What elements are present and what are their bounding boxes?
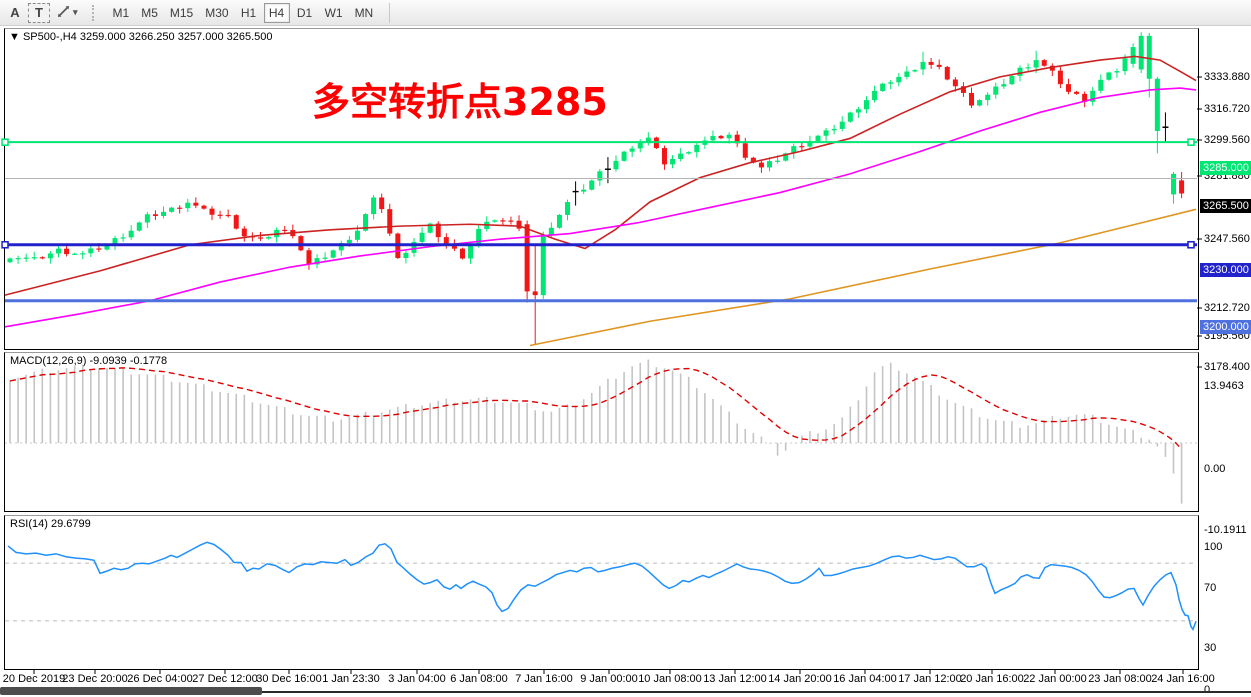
date-tick-label: 24 Jan 16:00 [1151,673,1215,685]
date-tick-label: 14 Jan 20:00 [768,673,832,685]
symbol-label: SP500-,H4 [22,31,77,43]
price-annotation-text[interactable]: 多空转折点3285 [312,80,608,124]
date-tick-label: 17 Jan 12:00 [898,673,962,685]
rsi-axis-label: 0 [1204,684,1211,696]
price-tick-label: 3333.880 [1204,71,1250,83]
timeframe-toolbar: M1 M5 M15 M30 H1 H4 D1 W1 MN [107,2,380,23]
timeframe-button-h4[interactable]: H4 [263,2,290,23]
macd-axis-label: 13.9463 [1204,380,1244,392]
date-tick-label: 10 Jan 08:00 [638,673,702,685]
main-price-panel[interactable] [4,28,1199,350]
rsi-panel[interactable]: RSI(14) 29.6799 [4,515,1199,670]
date-tick-label: 23 Dec 20:00 [62,673,128,685]
diagonal-arrows-icon [56,4,71,22]
text-tool-button[interactable]: T [28,2,50,23]
date-tick-label: 27 Dec 12:00 [192,673,258,685]
chart-window[interactable]: MACD(12,26,9) -9.0939 -0.1778 RSI(14) 29… [0,26,1251,697]
date-tick-label: 20 Jan 16:00 [960,673,1024,685]
price-marker-3285.000: 3285.000 [1200,161,1251,175]
price-marker-3230.000: 3230.000 [1200,263,1251,277]
timeframe-button-m15[interactable]: M15 [165,3,198,23]
scrollbar-track-line [262,691,1251,693]
ohlc-values: 3259.000 3266.250 3257.000 3265.500 [79,31,273,43]
timeframe-button-m1[interactable]: M1 [108,3,135,23]
date-tick-label: 13 Jan 12:00 [703,673,767,685]
timeframe-button-h1[interactable]: H1 [236,3,262,23]
chart-canvas[interactable] [0,26,1251,697]
symbol-ohlc-header: ▼ SP500-,H4 3259.000 3266.250 3257.000 3… [9,31,273,43]
price-tick-label: 3247.560 [1204,233,1250,245]
crosshair-tool-button[interactable]: ▾ [52,3,82,23]
rsi-axis-label: 30 [1204,642,1217,654]
rsi-indicator-label: RSI(14) 29.6799 [10,518,91,530]
date-tick-label: 7 Jan 16:00 [515,673,573,685]
price-tick-label: 3299.560 [1204,134,1250,146]
date-tick-label: 9 Jan 00:00 [580,673,638,685]
scrollbar-thumb[interactable] [0,687,262,695]
macd-indicator-label: MACD(12,26,9) -9.0939 -0.1778 [10,355,168,367]
price-marker-3265.500: 3265.500 [1200,199,1251,213]
chevron-down-icon: ▾ [73,7,78,17]
rsi-axis-label: 100 [1204,541,1223,553]
timeframe-button-d1[interactable]: D1 [292,3,318,23]
toolbar: A T ▾ M1 M5 M15 M30 H1 H4 D1 W1 MN [0,0,1251,26]
date-tick-label: 20 Dec 2019 [2,673,66,685]
horizontal-scrollbar[interactable] [0,686,1251,697]
date-tick-label: 16 Jan 04:00 [833,673,897,685]
timeframe-button-m5[interactable]: M5 [136,3,163,23]
timeframe-button-mn[interactable]: MN [350,3,379,23]
price-tick-label: 3212.720 [1204,302,1250,314]
timeframe-button-w1[interactable]: W1 [320,3,348,23]
arrow-cursor-button[interactable]: A [4,3,26,23]
rsi-axis-label: 70 [1204,582,1217,594]
date-tick-label: 22 Jan 00:00 [1023,673,1087,685]
toolbar-grip [91,4,99,21]
date-tick-label: 6 Jan 08:00 [450,673,508,685]
toolbar-separator [389,2,391,23]
price-tick-label: 3316.720 [1204,103,1250,115]
macd-axis-label: -10.1911 [1204,524,1247,536]
date-tick-label: 1 Jan 23:30 [322,673,380,685]
timeframe-button-m30[interactable]: M30 [200,3,233,23]
price-tick-label: 3178.400 [1204,361,1250,373]
date-tick-label: 30 Dec 16:00 [256,673,322,685]
macd-axis-label: 0.00 [1204,463,1226,475]
date-tick-label: 23 Jan 08:00 [1088,673,1152,685]
collapse-triangle-icon[interactable]: ▼ [9,31,20,43]
date-tick-label: 3 Jan 04:00 [388,673,446,685]
price-marker-3200.000: 3200.000 [1200,320,1251,334]
date-tick-label: 26 Dec 04:00 [127,673,193,685]
